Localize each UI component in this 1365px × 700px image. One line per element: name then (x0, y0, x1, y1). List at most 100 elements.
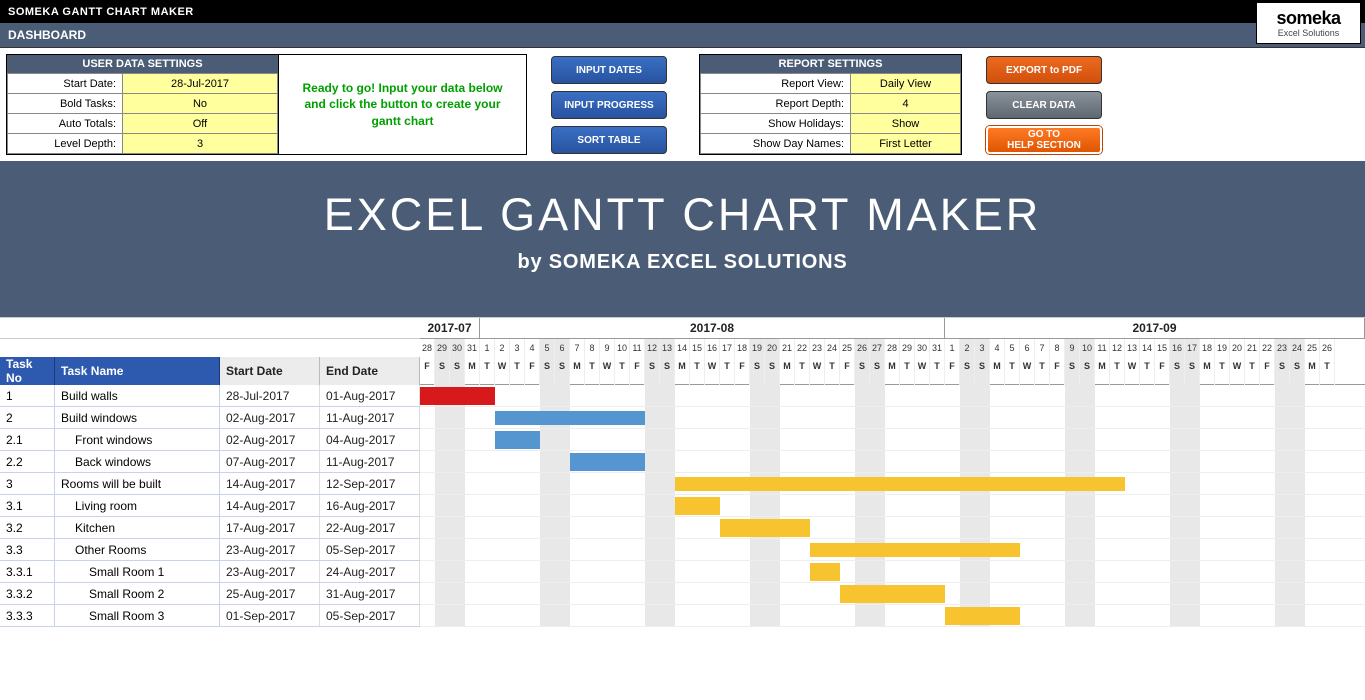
gantt-bar[interactable] (420, 387, 495, 405)
col-header-end-date[interactable]: End Date (320, 357, 420, 385)
export-pdf-button[interactable]: EXPORT to PDF (986, 56, 1102, 84)
table-row[interactable]: 2Build windows02-Aug-201711-Aug-2017 (0, 407, 420, 429)
day-number: 6 (555, 339, 570, 357)
user-setting-value[interactable]: 3 (123, 134, 278, 154)
day-name: W (810, 357, 825, 385)
day-number: 29 (435, 339, 450, 357)
gantt-bar[interactable] (495, 411, 645, 425)
day-number: 11 (630, 339, 645, 357)
task-name: Living room (55, 495, 220, 516)
task-name: Other Rooms (55, 539, 220, 560)
task-no: 2.1 (0, 429, 55, 450)
day-name: T (510, 357, 525, 385)
task-start-date: 01-Sep-2017 (220, 605, 320, 626)
gantt-bar[interactable] (495, 431, 540, 449)
day-number: 18 (1200, 339, 1215, 357)
table-row[interactable]: 3.3.3Small Room 301-Sep-201705-Sep-2017 (0, 605, 420, 627)
task-no: 3.3.2 (0, 583, 55, 604)
gantt-bar[interactable] (570, 453, 645, 471)
instruction-text: Ready to go! Input your data below and c… (279, 54, 527, 155)
dashboard-tab[interactable]: DASHBOARD (0, 23, 1365, 48)
col-header-task-name[interactable]: Task Name (55, 357, 220, 385)
sort-table-button[interactable]: SORT TABLE (551, 126, 667, 154)
input-progress-button[interactable]: INPUT PROGRESS (551, 91, 667, 119)
table-row[interactable]: 3.1Living room14-Aug-201716-Aug-2017 (0, 495, 420, 517)
gantt-row (420, 473, 1365, 495)
gantt-area: Task No Task Name Start Date End Date 1B… (0, 317, 1365, 627)
day-name: S (660, 357, 675, 385)
day-number: 6 (1020, 339, 1035, 357)
gantt-bar[interactable] (810, 543, 1020, 557)
user-settings-title: USER DATA SETTINGS (7, 55, 278, 73)
col-header-start-date[interactable]: Start Date (220, 357, 320, 385)
day-name: T (585, 357, 600, 385)
table-row[interactable]: 3Rooms will be built14-Aug-201712-Sep-20… (0, 473, 420, 495)
day-number: 8 (585, 339, 600, 357)
col-header-task-no[interactable]: Task No (0, 357, 55, 385)
day-name: S (960, 357, 975, 385)
user-setting-value[interactable]: Off (123, 114, 278, 134)
day-name: T (825, 357, 840, 385)
day-number: 5 (540, 339, 555, 357)
gantt-bar[interactable] (945, 607, 1020, 625)
left-button-column: INPUT DATES INPUT PROGRESS SORT TABLE (527, 54, 667, 154)
day-name: M (1200, 357, 1215, 385)
task-start-date: 14-Aug-2017 (220, 473, 320, 494)
day-name: S (1290, 357, 1305, 385)
report-setting-value[interactable]: 4 (851, 94, 961, 114)
table-row[interactable]: 2.2Back windows07-Aug-201711-Aug-2017 (0, 451, 420, 473)
day-number: 7 (1035, 339, 1050, 357)
table-row[interactable]: 3.3.2Small Room 225-Aug-201731-Aug-2017 (0, 583, 420, 605)
day-number: 13 (1125, 339, 1140, 357)
table-row[interactable]: 2.1Front windows02-Aug-201704-Aug-2017 (0, 429, 420, 451)
clear-data-button[interactable]: CLEAR DATA (986, 91, 1102, 119)
day-number: 24 (1290, 339, 1305, 357)
day-number: 10 (1080, 339, 1095, 357)
day-name: S (450, 357, 465, 385)
day-name: M (780, 357, 795, 385)
report-setting-value[interactable]: First Letter (851, 134, 961, 154)
day-number: 27 (870, 339, 885, 357)
task-name: Build walls (55, 385, 220, 406)
table-row[interactable]: 1Build walls28-Jul-201701-Aug-2017 (0, 385, 420, 407)
day-number: 26 (1320, 339, 1335, 357)
table-row[interactable]: 3.3.1Small Room 123-Aug-201724-Aug-2017 (0, 561, 420, 583)
task-end-date: 16-Aug-2017 (320, 495, 420, 516)
day-number: 4 (525, 339, 540, 357)
gantt-bar[interactable] (675, 477, 1125, 491)
task-no: 1 (0, 385, 55, 406)
column-headers: Task No Task Name Start Date End Date (0, 357, 420, 385)
gantt-row (420, 429, 1365, 451)
user-setting-value[interactable]: 28-Jul-2017 (123, 74, 278, 94)
user-setting-label: Start Date: (8, 74, 123, 94)
report-setting-value[interactable]: Daily View (851, 74, 961, 94)
day-name: T (615, 357, 630, 385)
user-setting-value[interactable]: No (123, 94, 278, 114)
day-number: 12 (645, 339, 660, 357)
input-dates-button[interactable]: INPUT DATES (551, 56, 667, 84)
day-number: 25 (1305, 339, 1320, 357)
task-start-date: 25-Aug-2017 (220, 583, 320, 604)
help-button[interactable]: GO TO HELP SECTION (986, 126, 1102, 154)
task-columns: Task No Task Name Start Date End Date 1B… (0, 317, 420, 627)
user-setting-label: Bold Tasks: (8, 94, 123, 114)
gantt-bar[interactable] (675, 497, 720, 515)
day-number: 26 (855, 339, 870, 357)
day-name: F (1050, 357, 1065, 385)
task-start-date: 17-Aug-2017 (220, 517, 320, 538)
timeline: 2017-072017-082017-09 282930311234567891… (420, 317, 1365, 627)
gantt-bar[interactable] (720, 519, 810, 537)
task-start-date: 02-Aug-2017 (220, 407, 320, 428)
table-row[interactable]: 3.2Kitchen17-Aug-201722-Aug-2017 (0, 517, 420, 539)
day-name: S (645, 357, 660, 385)
task-end-date: 01-Aug-2017 (320, 385, 420, 406)
report-setting-value[interactable]: Show (851, 114, 961, 134)
day-name: W (600, 357, 615, 385)
day-number: 3 (510, 339, 525, 357)
task-name: Kitchen (55, 517, 220, 538)
day-number: 16 (1170, 339, 1185, 357)
table-row[interactable]: 3.3Other Rooms23-Aug-201705-Sep-2017 (0, 539, 420, 561)
gantt-bar[interactable] (810, 563, 840, 581)
day-number: 17 (720, 339, 735, 357)
gantt-bar[interactable] (840, 585, 945, 603)
